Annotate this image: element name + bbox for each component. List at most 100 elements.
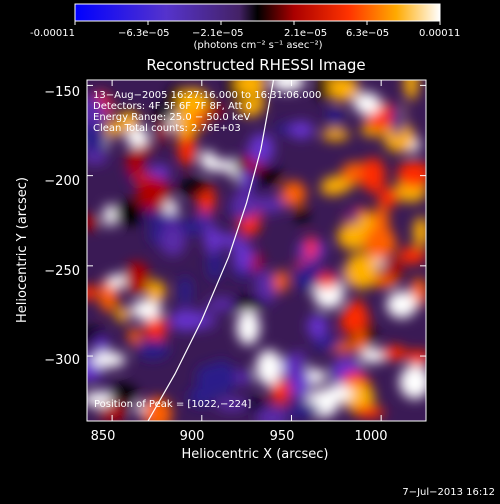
heatmap-blob	[326, 80, 360, 102]
y-tick-label--300: −300	[44, 353, 80, 368]
heatmap-blob	[118, 110, 140, 130]
heatmap-blob	[104, 121, 125, 137]
heatmap-blob	[321, 128, 350, 141]
heatmap-blob	[359, 348, 388, 363]
heatmap-blob	[207, 247, 223, 281]
heatmap-blob	[255, 270, 277, 306]
heatmap-blob	[382, 259, 403, 279]
heatmap-blob	[87, 214, 99, 230]
heatmap-blob	[178, 178, 210, 196]
heatmap-blob	[208, 233, 244, 247]
heatmap-blob	[252, 196, 287, 214]
heatmap-blob	[320, 182, 346, 196]
heatmap-blob	[236, 309, 260, 346]
heatmap-blob	[207, 104, 225, 117]
heatmap-blob	[87, 123, 108, 153]
heatmap-blob	[347, 298, 367, 334]
heatmap-blob	[242, 398, 265, 413]
heatmap-blob	[327, 106, 343, 128]
heatmap-blob	[413, 216, 426, 248]
y-tick-label--250: −250	[44, 264, 80, 279]
heatmap-blob	[168, 309, 204, 332]
heatmap-blob	[317, 272, 337, 289]
heatmap-blob	[87, 285, 99, 301]
heatmap-blob	[234, 80, 267, 97]
heatmap-blob	[294, 207, 309, 223]
heatmap-blob	[206, 297, 242, 312]
heatmap-blob	[103, 204, 116, 227]
heatmap-blob	[154, 104, 172, 125]
heatmap-blob	[130, 299, 163, 320]
heatmap-blob	[201, 159, 236, 172]
heatmap-blob	[128, 327, 141, 346]
heatmap-blob	[98, 401, 127, 421]
plot-frame	[86, 79, 427, 422]
info-line-counts: Clean Total counts: 2.76E+03	[93, 123, 241, 134]
info-line-time: 13−Aug−2005 16:27:16.000 to 16:31:06.000	[93, 90, 321, 101]
heatmap-blob	[255, 349, 283, 386]
heatmap-blob	[177, 134, 197, 166]
heatmap-blob	[398, 246, 426, 265]
heatmap-blob	[285, 401, 321, 419]
heatmap-blob	[353, 92, 381, 115]
x-axis-label: Heliocentric X (arcsec)	[182, 447, 329, 462]
heatmap-blob	[176, 108, 192, 126]
heatmap-blob	[274, 269, 289, 293]
heatmap-blob	[126, 146, 145, 180]
heatmap-blob	[115, 306, 130, 323]
heatmap-blob	[173, 219, 207, 236]
heatmap-blob	[91, 351, 126, 368]
y-tick-label--150: −150	[44, 85, 80, 100]
heatmap-blob	[124, 261, 150, 295]
colorbar-tick-label-1: −6.3e−05	[118, 28, 170, 39]
heatmap-blob	[255, 406, 288, 421]
colorbar-ticks	[74, 21, 441, 25]
heatmap-blob	[196, 364, 215, 396]
chart-title: Reconstructed RHESSI Image	[146, 56, 365, 74]
footer-timestamp: 7−Jul−2013 16:12	[402, 487, 495, 498]
heatmap-blob	[105, 383, 138, 405]
heatmap-blob	[406, 349, 426, 366]
heatmap-blob	[143, 313, 167, 344]
heatmap-blob	[232, 241, 254, 272]
colorbar-tick-label-5: 0.00011	[419, 28, 460, 39]
heatmap-blob	[125, 127, 150, 148]
colorbar-tick-label-3: 2.1e−05	[284, 28, 327, 39]
heatmap-blob	[289, 120, 314, 139]
heatmap-blob	[87, 149, 109, 165]
colorbar	[74, 3, 441, 22]
heatmap-blob	[142, 396, 173, 421]
solar-limb-line	[147, 80, 275, 421]
colorbar-tick-label-4: 6.3e−05	[346, 28, 389, 39]
heatmap-blob	[146, 280, 166, 303]
info-line-energy: Energy Range: 25.0 − 50.0 keV	[93, 112, 250, 123]
heatmap-blob	[270, 378, 290, 405]
heatmap-blob	[397, 160, 426, 188]
heatmap-blob	[160, 227, 186, 257]
heatmap-blob	[136, 175, 171, 211]
heatmap-blob	[231, 296, 266, 311]
peak-position-label: Position of Peak = [1022,−224]	[94, 399, 251, 410]
heatmap-blob	[87, 94, 107, 131]
heatmap-blob	[312, 335, 342, 351]
axis-ticks	[87, 80, 426, 421]
heatmap-blob	[383, 122, 415, 153]
heatmap-blob	[280, 180, 307, 207]
x-tick-label-900: 900	[180, 429, 205, 444]
heatmap-blob	[270, 80, 305, 92]
colorbar-unit-label: (photons cm⁻² s⁻¹ asec⁻²)	[193, 40, 322, 51]
heatmap-blob	[239, 169, 254, 190]
heatmap-blob	[337, 223, 371, 250]
heatmap-blob	[344, 253, 379, 289]
heatmap-image	[87, 80, 426, 421]
heatmap-blob	[178, 276, 192, 307]
colorbar-tick-label-2: −2.1e−05	[192, 28, 244, 39]
heatmap-blob	[87, 392, 113, 407]
colorbar-tick-label-0: -0.00011	[30, 28, 75, 39]
heatmap-blob	[215, 398, 248, 411]
x-tick-label-850: 850	[91, 429, 116, 444]
y-axis-label: Heliocentric Y (arcsec)	[15, 177, 30, 323]
x-tick-label-950: 950	[270, 429, 295, 444]
heatmap-blob	[381, 345, 408, 361]
